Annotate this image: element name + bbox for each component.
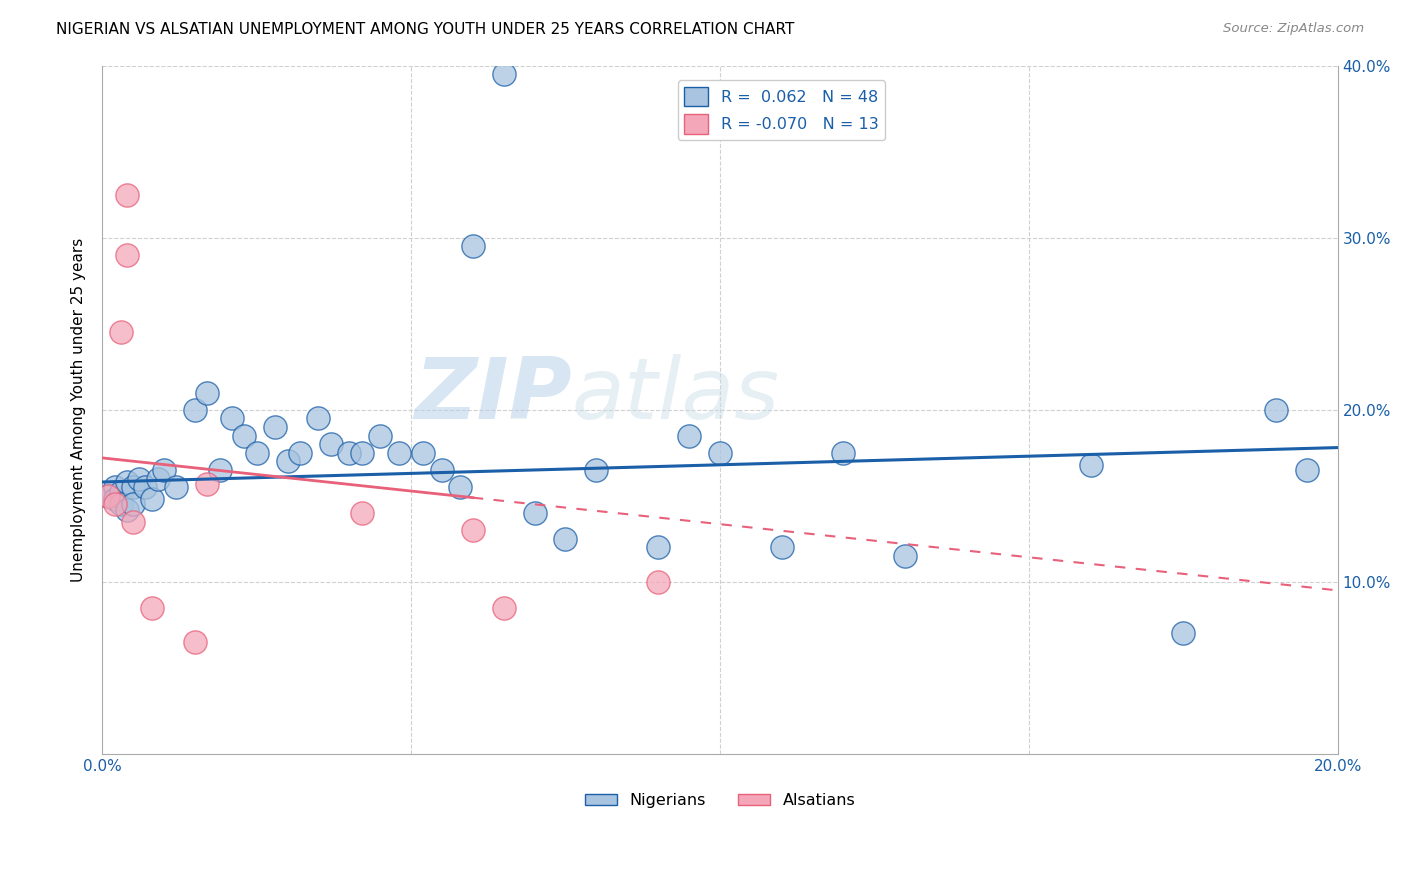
Point bbox=[141, 492, 163, 507]
Point bbox=[103, 480, 125, 494]
Point bbox=[115, 502, 138, 516]
Point bbox=[1080, 458, 1102, 472]
Point bbox=[128, 471, 150, 485]
Point bbox=[388, 446, 411, 460]
Point bbox=[1295, 463, 1317, 477]
Point bbox=[195, 385, 218, 400]
Point bbox=[461, 523, 484, 537]
Point bbox=[115, 187, 138, 202]
Text: NIGERIAN VS ALSATIAN UNEMPLOYMENT AMONG YOUTH UNDER 25 YEARS CORRELATION CHART: NIGERIAN VS ALSATIAN UNEMPLOYMENT AMONG … bbox=[56, 22, 794, 37]
Point bbox=[221, 411, 243, 425]
Point bbox=[288, 446, 311, 460]
Point bbox=[276, 454, 298, 468]
Point bbox=[337, 446, 360, 460]
Point bbox=[264, 420, 287, 434]
Point bbox=[115, 248, 138, 262]
Point bbox=[492, 600, 515, 615]
Point bbox=[709, 446, 731, 460]
Y-axis label: Unemployment Among Youth under 25 years: Unemployment Among Youth under 25 years bbox=[72, 237, 86, 582]
Point bbox=[110, 497, 132, 511]
Point bbox=[233, 428, 256, 442]
Point bbox=[647, 541, 669, 555]
Text: atlas: atlas bbox=[572, 354, 780, 437]
Text: ZIP: ZIP bbox=[413, 354, 572, 437]
Point bbox=[103, 492, 125, 507]
Point bbox=[103, 497, 125, 511]
Point bbox=[184, 635, 207, 649]
Point bbox=[492, 67, 515, 81]
Point bbox=[307, 411, 329, 425]
Point bbox=[350, 506, 373, 520]
Point bbox=[110, 326, 132, 340]
Point bbox=[110, 485, 132, 500]
Point bbox=[208, 463, 231, 477]
Point bbox=[115, 475, 138, 489]
Point bbox=[146, 471, 169, 485]
Point bbox=[122, 497, 145, 511]
Point bbox=[554, 532, 576, 546]
Point bbox=[122, 515, 145, 529]
Point bbox=[184, 402, 207, 417]
Point bbox=[412, 446, 434, 460]
Point bbox=[585, 463, 607, 477]
Point bbox=[122, 480, 145, 494]
Point bbox=[647, 574, 669, 589]
Point bbox=[894, 549, 917, 563]
Point bbox=[770, 541, 793, 555]
Point bbox=[430, 463, 453, 477]
Point bbox=[461, 239, 484, 253]
Point bbox=[141, 600, 163, 615]
Point bbox=[134, 480, 156, 494]
Point bbox=[246, 446, 269, 460]
Point bbox=[97, 489, 120, 503]
Point bbox=[450, 480, 472, 494]
Point bbox=[678, 428, 700, 442]
Point bbox=[195, 476, 218, 491]
Point bbox=[1173, 626, 1195, 640]
Point bbox=[1264, 402, 1286, 417]
Point bbox=[97, 489, 120, 503]
Text: Source: ZipAtlas.com: Source: ZipAtlas.com bbox=[1223, 22, 1364, 36]
Point bbox=[832, 446, 855, 460]
Point bbox=[165, 480, 187, 494]
Point bbox=[523, 506, 546, 520]
Point bbox=[368, 428, 391, 442]
Point bbox=[319, 437, 342, 451]
Legend: Nigerians, Alsatians: Nigerians, Alsatians bbox=[578, 787, 862, 814]
Point bbox=[350, 446, 373, 460]
Point bbox=[153, 463, 176, 477]
